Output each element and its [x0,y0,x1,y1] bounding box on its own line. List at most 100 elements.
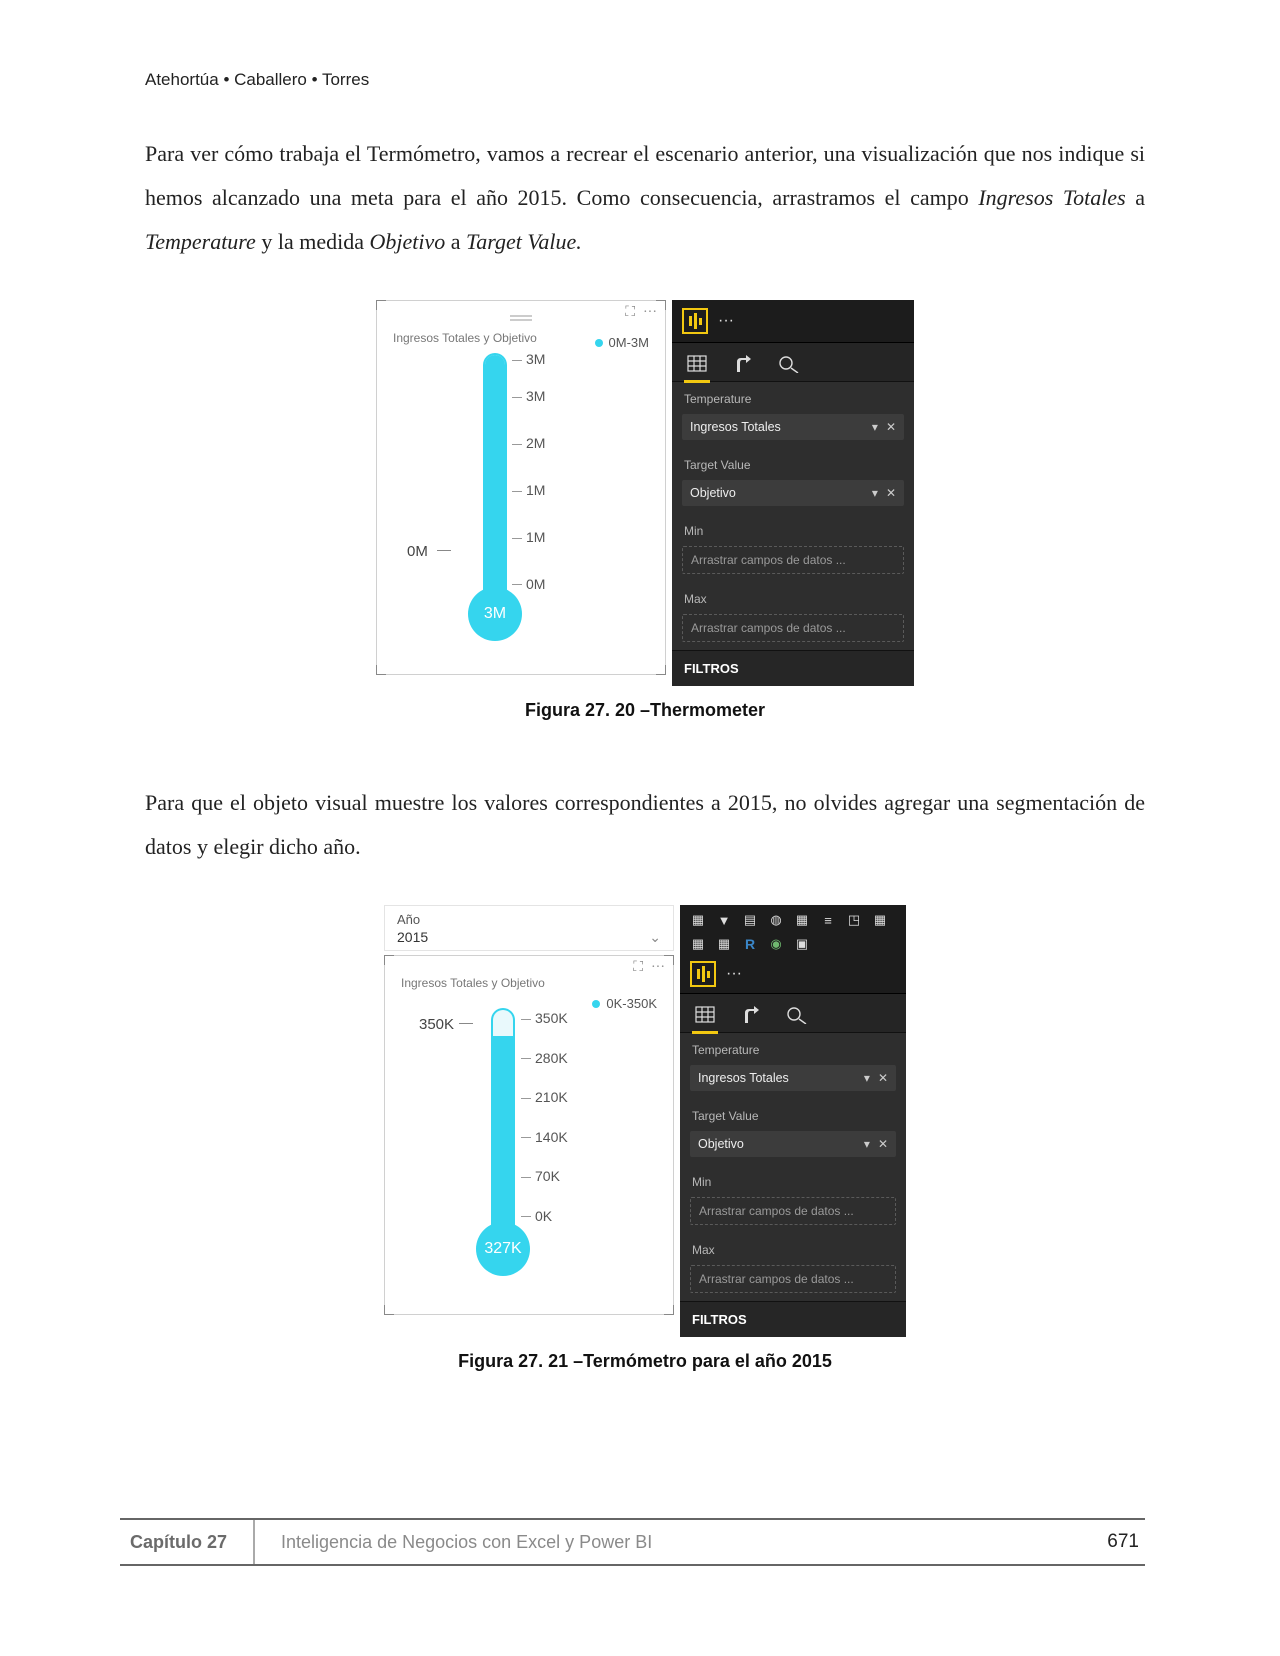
selected-visual-type-icon[interactable] [682,308,708,334]
visualizations-palette[interactable]: ▦ ▼ ▤ ◍ ▦ ≡ ◳ ▦ ▦ ▦ R ◉ ▣ [680,905,906,955]
tick-label: 3M [512,351,545,367]
tick-label: 140K [521,1129,568,1145]
fields-tab-icon[interactable] [686,353,708,375]
tick-label: 0K [521,1208,552,1224]
thermometer-visual[interactable]: ⛶ ··· Ingresos Totales y Objetivo 0M-3M … [376,300,666,675]
remove-icon[interactable]: ✕ [878,1071,888,1085]
format-tab-icon[interactable] [740,1004,762,1026]
footer-title: Inteligencia de Negocios con Excel y Pow… [255,1532,1107,1553]
viz-type-icon[interactable]: ◳ [844,911,864,929]
remove-icon[interactable]: ✕ [886,486,896,500]
section-max: Max [672,582,914,610]
fields-pane: ··· Temperature Ingresos Totales [672,300,914,686]
more-options-icon[interactable]: ··· [643,305,657,321]
footer-chapter: Capítulo 27 [120,1520,255,1564]
fields-pane-2: ▦ ▼ ▤ ◍ ▦ ≡ ◳ ▦ ▦ ▦ R ◉ ▣ [680,905,906,1337]
section-temperature-2: Temperature [680,1033,906,1061]
section-min-2: Min [680,1165,906,1193]
viz-type-icon[interactable]: ▣ [792,935,812,953]
page-footer: Capítulo 27 Inteligencia de Negocios con… [120,1518,1145,1566]
p1-i2: Temperature [145,229,256,254]
viz-type-icon[interactable]: ▦ [792,911,812,929]
tick-label: 3M [512,388,545,404]
slicer-value: 2015 [397,929,428,946]
viz-type-icon[interactable]: ◉ [766,935,786,953]
legend-dot-icon [595,339,603,347]
viz-type-icon[interactable]: ▦ [688,911,708,929]
tick-label: 210K [521,1089,568,1105]
well-min[interactable]: Arrastrar campos de datos ... [682,546,904,574]
zero-tick-2 [459,1023,473,1024]
viz-type-icon[interactable]: ▼ [714,911,734,929]
well-target-value-2: Objetivo [698,1137,744,1151]
focus-mode-icon[interactable]: ⛶ [633,960,643,976]
p1-t4: a [445,229,466,254]
well-temperature-value: Ingresos Totales [690,420,781,434]
selected-visual-type-icon[interactable] [690,961,716,987]
viz-type-icon[interactable]: ≡ [818,911,838,929]
dropdown-icon[interactable]: ▾ [864,1071,870,1085]
fields-tab-icon[interactable] [694,1004,716,1026]
figure-2: Año 2015 ⌄ ⛶ ··· Ingresos Totales y Obje… [145,905,1145,1337]
well-max-2[interactable]: Arrastrar campos de datos ... [690,1265,896,1293]
drag-grip-icon[interactable] [510,315,532,317]
analytics-tab-icon[interactable] [786,1004,808,1026]
viz-type-icon[interactable]: ▦ [714,935,734,953]
visual-options-icon[interactable]: ··· [718,312,734,330]
zero-label-2: 350K [419,1016,454,1033]
figure-2-caption: Figura 27. 21 –Termómetro para el año 20… [145,1351,1145,1372]
focus-mode-icon[interactable]: ⛶ [625,305,635,321]
tick-label: 280K [521,1050,568,1066]
filtros-header-2[interactable]: FILTROS [680,1301,906,1337]
tick-label: 2M [512,435,545,451]
well-target[interactable]: Objetivo ▾ ✕ [682,480,904,506]
dropdown-icon[interactable]: ▾ [872,420,878,434]
section-temperature: Temperature [672,382,914,410]
viz-type-icon[interactable]: ▦ [688,935,708,953]
figure-1-caption: Figura 27. 20 –Thermometer [145,700,1145,721]
p1-i3: Objetivo [369,229,445,254]
thermometer-fill-2 [493,1036,513,1226]
dropdown-icon[interactable]: ▾ [872,486,878,500]
section-target: Target Value [672,448,914,476]
paragraph-1: Para ver cómo trabaja el Termómetro, vam… [145,132,1145,264]
dropdown-icon[interactable]: ▾ [864,1137,870,1151]
section-target-2: Target Value [680,1099,906,1127]
remove-icon[interactable]: ✕ [886,420,896,434]
section-max-2: Max [680,1233,906,1261]
thermometer-bulb: 3M [468,587,522,641]
p1-t2: a [1126,185,1145,210]
visual-title-2: Ingresos Totales y Objetivo [401,976,663,990]
tick-label: 350K [521,1010,568,1026]
figure-1: ⛶ ··· Ingresos Totales y Objetivo 0M-3M … [145,300,1145,686]
zero-tick [437,550,451,551]
viz-type-icon[interactable]: ▤ [740,911,760,929]
slicer-label: Año [397,912,663,927]
tick-label: 1M [512,529,545,545]
filtros-header[interactable]: FILTROS [672,650,914,686]
analytics-tab-icon[interactable] [778,353,800,375]
p1-i4: Target Value. [466,229,582,254]
year-slicer[interactable]: Año 2015 ⌄ [384,905,674,951]
p1-i1: Ingresos Totales [978,185,1125,210]
visual-options-icon[interactable]: ··· [726,965,742,983]
well-target-2[interactable]: Objetivo ▾ ✕ [690,1131,896,1157]
header-authors: Atehortúa • Caballero • Torres [145,70,1145,90]
well-temperature[interactable]: Ingresos Totales ▾ ✕ [682,414,904,440]
p1-t3: y la medida [256,229,370,254]
tick-label: 70K [521,1168,560,1184]
viz-type-icon[interactable]: ▦ [870,911,890,929]
well-temperature-value-2: Ingresos Totales [698,1071,789,1085]
well-target-value: Objetivo [690,486,736,500]
well-min-2[interactable]: Arrastrar campos de datos ... [690,1197,896,1225]
viz-type-icon[interactable]: ◍ [766,911,786,929]
well-max[interactable]: Arrastrar campos de datos ... [682,614,904,642]
format-tab-icon[interactable] [732,353,754,375]
remove-icon[interactable]: ✕ [878,1137,888,1151]
thermometer-visual-2[interactable]: ⛶ ··· Ingresos Totales y Objetivo 0K-350… [384,955,674,1315]
well-temperature-2[interactable]: Ingresos Totales ▾ ✕ [690,1065,896,1091]
r-visual-icon[interactable]: R [740,935,760,953]
tick-label: 0M [512,576,545,592]
chevron-down-icon[interactable]: ⌄ [649,929,661,946]
more-options-icon[interactable]: ··· [651,960,665,976]
